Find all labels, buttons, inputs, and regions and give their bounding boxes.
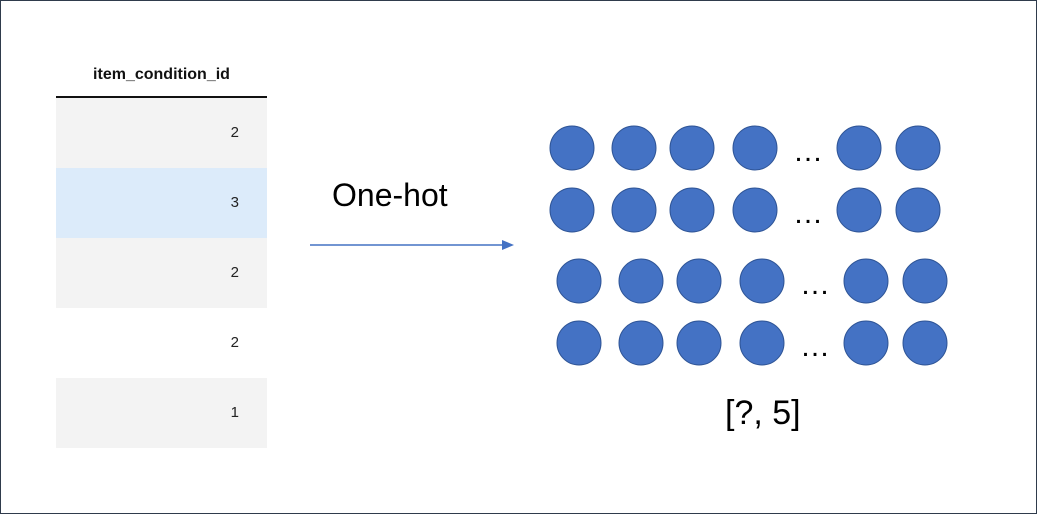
one-hot-circle <box>556 320 602 366</box>
ellipsis-text: … <box>800 330 830 363</box>
one-hot-circle <box>549 125 595 171</box>
one-hot-circle <box>739 320 785 366</box>
one-hot-circle <box>676 320 722 366</box>
table-row: 2 <box>56 308 267 378</box>
one-hot-circle <box>618 258 664 304</box>
arrow-icon <box>310 240 514 250</box>
one-hot-circle <box>843 258 889 304</box>
one-hot-circle <box>739 258 785 304</box>
table-row: 1 <box>56 378 267 448</box>
column-header: item_condition_id <box>56 56 267 98</box>
one-hot-circle <box>556 258 602 304</box>
one-hot-matrix: … … … … <box>549 125 948 366</box>
one-hot-circle <box>611 187 657 233</box>
table-row: 3 <box>56 168 267 238</box>
one-hot-circle <box>836 187 882 233</box>
one-hot-circle <box>732 125 778 171</box>
table-row: 2 <box>56 98 267 168</box>
one-hot-circle <box>843 320 889 366</box>
ellipsis-text: … <box>793 135 823 168</box>
ellipsis-text: … <box>800 268 830 301</box>
shape-label: [?, 5] <box>725 394 801 432</box>
one-hot-circle <box>732 187 778 233</box>
one-hot-circle <box>669 125 715 171</box>
one-hot-circle <box>549 187 595 233</box>
ellipsis-text: … <box>793 197 823 230</box>
one-hot-circle <box>902 258 948 304</box>
table-row: 2 <box>56 238 267 308</box>
one-hot-circle <box>895 125 941 171</box>
one-hot-circle <box>676 258 722 304</box>
one-hot-circle <box>669 187 715 233</box>
one-hot-circle <box>611 125 657 171</box>
one-hot-circle <box>902 320 948 366</box>
one-hot-circle <box>618 320 664 366</box>
one-hot-circle <box>895 187 941 233</box>
item-condition-table: item_condition_id 2 3 2 2 1 <box>56 56 267 448</box>
one-hot-label: One-hot <box>332 177 448 213</box>
one-hot-circle <box>836 125 882 171</box>
